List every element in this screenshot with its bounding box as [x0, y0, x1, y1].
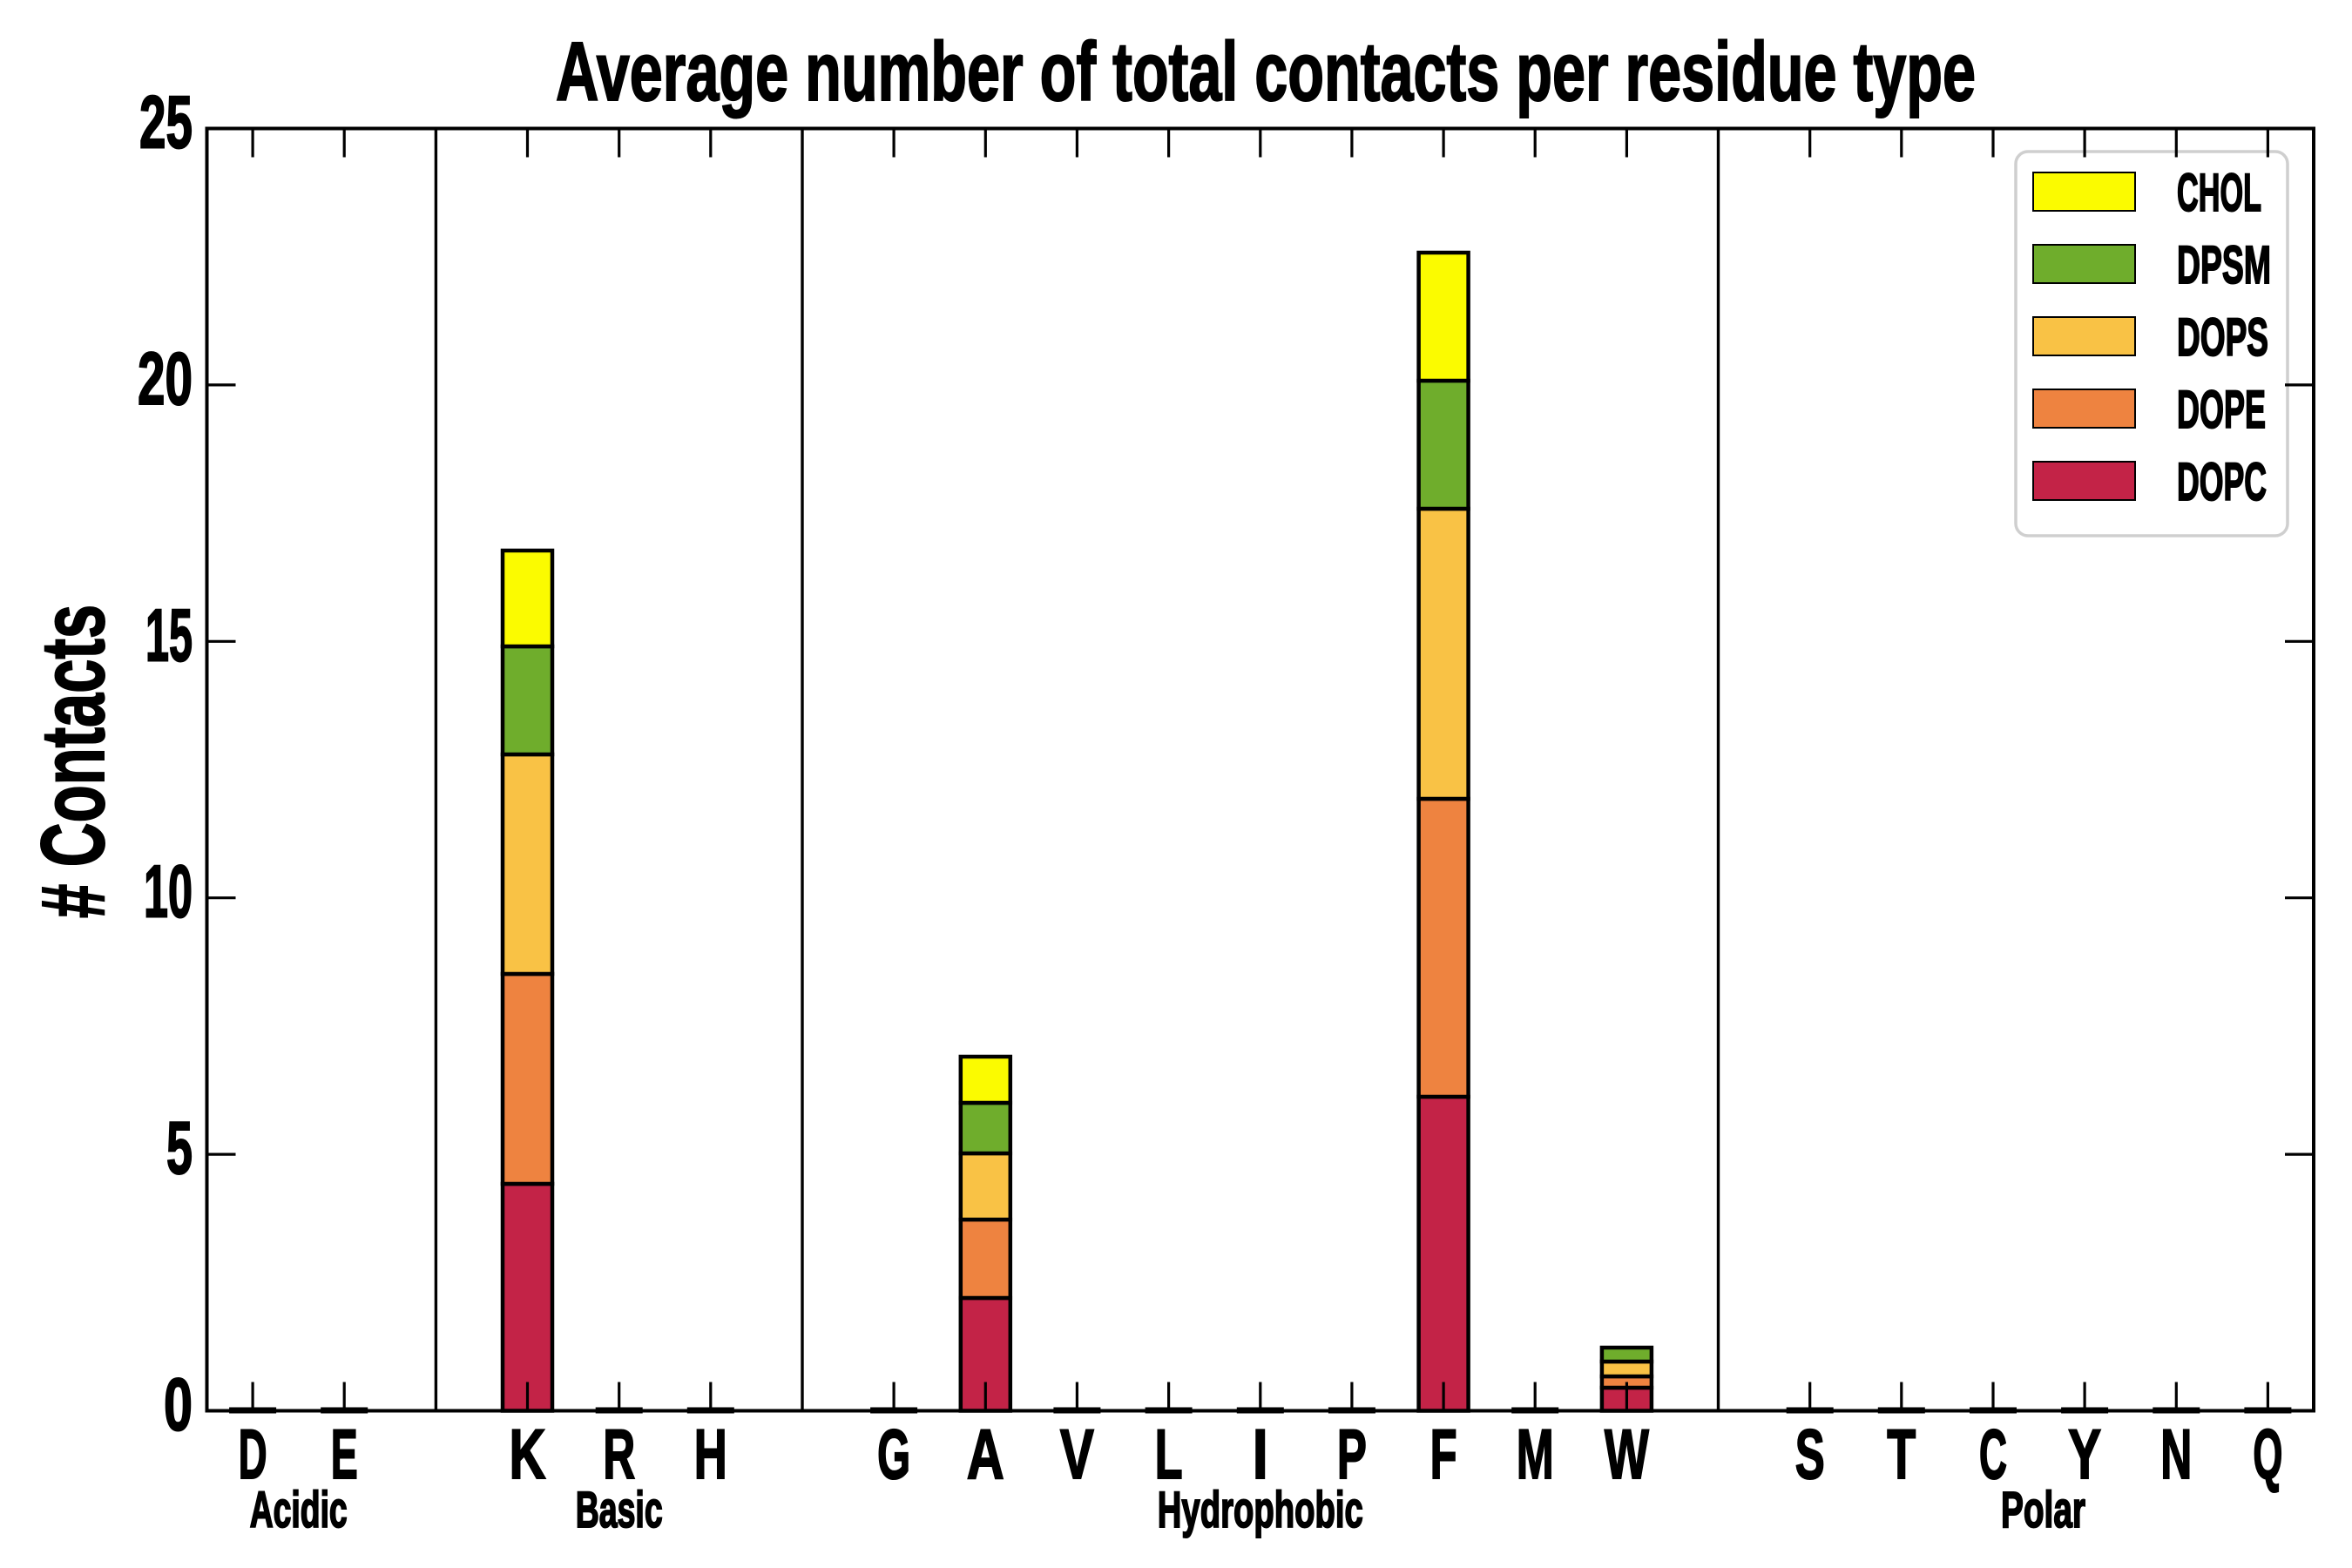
svg-text:L: L [1155, 1416, 1183, 1494]
svg-text:Hydrophobic: Hydrophobic [1158, 1482, 1363, 1538]
svg-text:DOPE: DOPE [2177, 380, 2266, 439]
svg-text:10: 10 [144, 851, 193, 934]
svg-text:15: 15 [145, 594, 193, 677]
svg-text:T: T [1887, 1416, 1916, 1494]
svg-text:H: H [694, 1416, 727, 1494]
svg-text:CHOL: CHOL [2177, 163, 2261, 222]
svg-text:Y: Y [2068, 1416, 2101, 1494]
svg-text:K: K [510, 1416, 546, 1494]
svg-text:G: G [877, 1416, 910, 1494]
svg-text:I: I [1253, 1416, 1268, 1494]
svg-text:Q: Q [2253, 1416, 2282, 1494]
svg-text:R: R [603, 1416, 635, 1494]
svg-text:25: 25 [139, 82, 193, 165]
svg-text:0: 0 [164, 1364, 193, 1447]
svg-text:Basic: Basic [576, 1482, 663, 1538]
svg-text:V: V [1060, 1416, 1094, 1494]
svg-text:E: E [331, 1416, 358, 1494]
svg-text:P: P [1337, 1416, 1367, 1494]
svg-text:A: A [967, 1416, 1004, 1494]
svg-text:DPSM: DPSM [2177, 235, 2271, 294]
svg-text:N: N [2160, 1416, 2192, 1494]
svg-text:D: D [239, 1416, 267, 1494]
svg-text:Acidic: Acidic [250, 1482, 348, 1538]
svg-text:DOPC: DOPC [2177, 452, 2267, 511]
svg-text:20: 20 [138, 338, 193, 421]
svg-text:Average number of total contac: Average number of total contacts per res… [556, 25, 1976, 118]
svg-text:Polar: Polar [2001, 1482, 2085, 1538]
svg-text:C: C [1979, 1416, 2007, 1494]
svg-text:# Contacts: # Contacts [23, 605, 123, 918]
svg-text:5: 5 [166, 1107, 193, 1190]
svg-text:W: W [1605, 1416, 1649, 1494]
svg-text:DOPS: DOPS [2177, 308, 2268, 367]
svg-text:S: S [1795, 1416, 1825, 1494]
svg-text:F: F [1430, 1416, 1457, 1494]
svg-text:M: M [1517, 1416, 1554, 1494]
